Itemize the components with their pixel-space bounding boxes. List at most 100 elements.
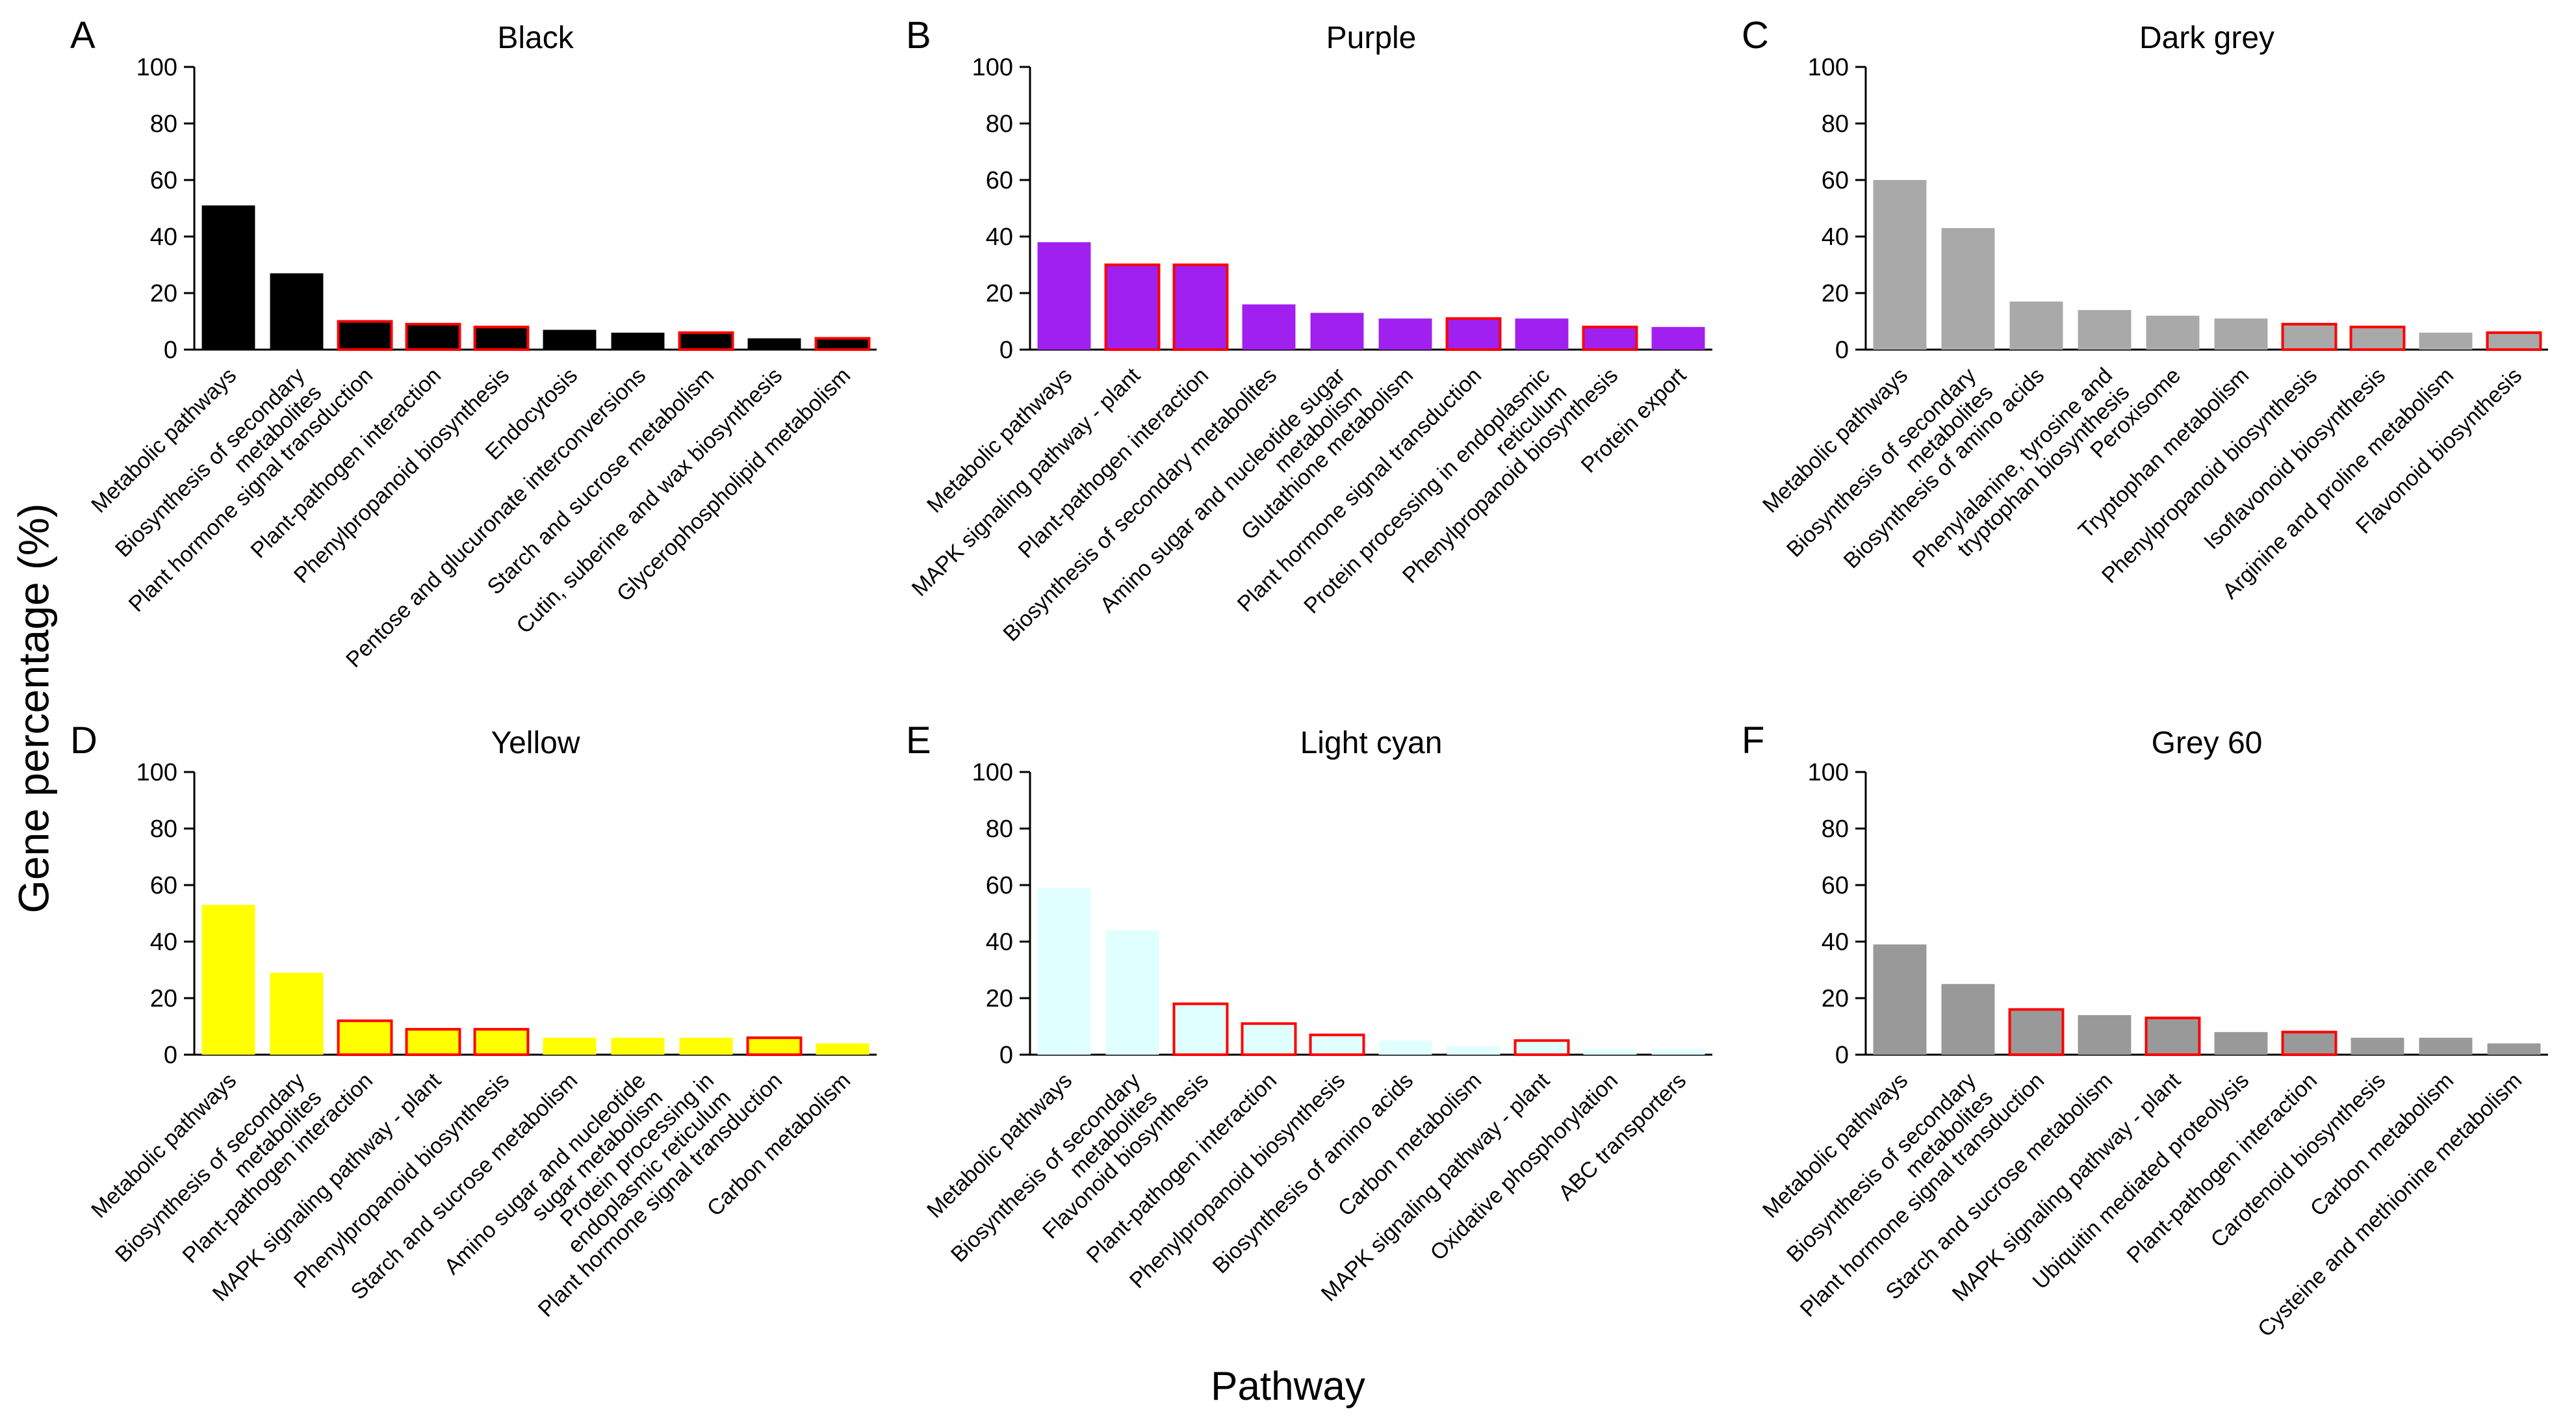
bar [611, 1037, 665, 1055]
bar [2281, 1031, 2338, 1057]
bar [2351, 1037, 2404, 1055]
y-tick-label: 20 [150, 985, 177, 1012]
bar [1651, 1049, 1705, 1055]
bar [1873, 944, 1927, 1055]
panel-b-purple: B Purple 0 20 40 60 80 100 Metabolic pathways MAP… [903, 5, 1739, 697]
chart-title: Black [497, 21, 574, 55]
y-tick-label: 0 [1835, 337, 1849, 364]
bar [1172, 263, 1229, 351]
bar [1583, 1049, 1637, 1055]
y-tick-label: 0 [164, 1042, 177, 1069]
bar [746, 1036, 803, 1056]
bar [611, 332, 665, 350]
bar [1941, 227, 1995, 350]
y-tick-label: 60 [1822, 872, 1849, 899]
bar [1242, 304, 1296, 350]
bar [816, 1043, 869, 1055]
bar [2281, 322, 2338, 352]
bar [405, 1027, 461, 1057]
bar [1172, 1002, 1229, 1057]
bar [1309, 1033, 1365, 1056]
y-tick-label: 100 [1808, 759, 1849, 786]
chart-title: Grey 60 [2152, 726, 2263, 760]
bar [1873, 180, 1927, 350]
panel-letter: E [906, 719, 931, 762]
bar [1037, 242, 1091, 350]
y-tick-label: 100 [972, 54, 1013, 81]
bar [543, 329, 597, 350]
bar [2008, 1008, 2065, 1056]
bar [2214, 318, 2268, 350]
y-tick-label: 80 [1822, 816, 1849, 843]
bar [201, 905, 255, 1055]
bar [270, 972, 324, 1055]
y-tick-label: 40 [1822, 224, 1849, 251]
y-tick-label: 0 [164, 337, 177, 364]
bar [1515, 318, 1569, 350]
bar [2419, 332, 2473, 350]
y-tick-label: 20 [1822, 280, 1849, 307]
bar [2078, 1015, 2132, 1055]
bar [2145, 1016, 2201, 1057]
y-tick-label: 20 [1822, 985, 1849, 1012]
x-tick-label: ABC transporters [1554, 1068, 1691, 1205]
bar [1104, 263, 1161, 351]
panel-a-black: A Black 0 20 40 60 80 100 Metabolic pathways Bios… [68, 5, 903, 697]
bar [2078, 310, 2132, 350]
bar [1941, 984, 1995, 1055]
bar [270, 273, 324, 350]
bar [2349, 326, 2406, 352]
chart-title: Yellow [491, 726, 580, 760]
y-tick-label: 80 [150, 816, 177, 843]
bar [1037, 888, 1091, 1055]
y-tick-label: 60 [986, 872, 1013, 899]
y-tick-label: 80 [1822, 110, 1849, 138]
panel-letter: D [70, 719, 97, 762]
y-tick-label: 0 [1835, 1042, 1849, 1069]
y-tick-label: 40 [150, 929, 177, 956]
y-tick-label: 100 [1808, 54, 1849, 81]
panels-grid: A Black 0 20 40 60 80 100 Metabolic pathways Bios… [68, 5, 2575, 1402]
y-tick-label: 40 [1822, 929, 1849, 956]
bar [1378, 1040, 1432, 1055]
y-tick-label: 40 [150, 224, 177, 251]
y-tick-label: 40 [986, 224, 1013, 251]
y-tick-label: 60 [1822, 167, 1849, 194]
panel-letter: A [70, 14, 96, 57]
x-axis-label: Pathway [1211, 1364, 1365, 1409]
panel-letter: B [906, 14, 931, 57]
bar [679, 1037, 733, 1055]
bar [543, 1037, 597, 1055]
y-tick-label: 20 [150, 280, 177, 307]
y-tick-label: 60 [150, 872, 177, 899]
bar [1447, 1046, 1501, 1055]
bar [2009, 302, 2063, 350]
panel-e-light-cyan: E Light cyan 0 20 40 60 80 100 Metabolic pathway… [903, 710, 1739, 1402]
bar [337, 1019, 393, 1056]
y-tick-label: 80 [986, 816, 1013, 843]
y-tick-label: 100 [136, 54, 177, 81]
bar [2214, 1032, 2268, 1055]
bar [337, 320, 393, 351]
bar [1241, 1022, 1297, 1056]
panel-f-grey-60: F Grey 60 0 20 40 60 80 100 Metabolic pathways Bi… [1739, 710, 2575, 1402]
bar [405, 322, 461, 352]
panel-letter: C [1742, 14, 1769, 57]
bar [2419, 1037, 2473, 1055]
panel-c-dark-grey: C Dark grey 0 20 40 60 80 100 Metabolic pathways… [1739, 5, 2575, 697]
y-tick-label: 20 [986, 985, 1013, 1012]
chart-title: Light cyan [1300, 726, 1443, 760]
bar [2487, 1043, 2541, 1055]
chart-title: Dark grey [2139, 21, 2274, 55]
panel-d-yellow: D Yellow 0 20 40 60 80 100 Metabolic pathways Bio… [68, 710, 903, 1402]
y-tick-label: 60 [150, 167, 177, 194]
chart-title: Purple [1326, 21, 1417, 55]
x-tick-label: Plant hormone signal transduction [124, 363, 378, 617]
bar [201, 205, 255, 350]
